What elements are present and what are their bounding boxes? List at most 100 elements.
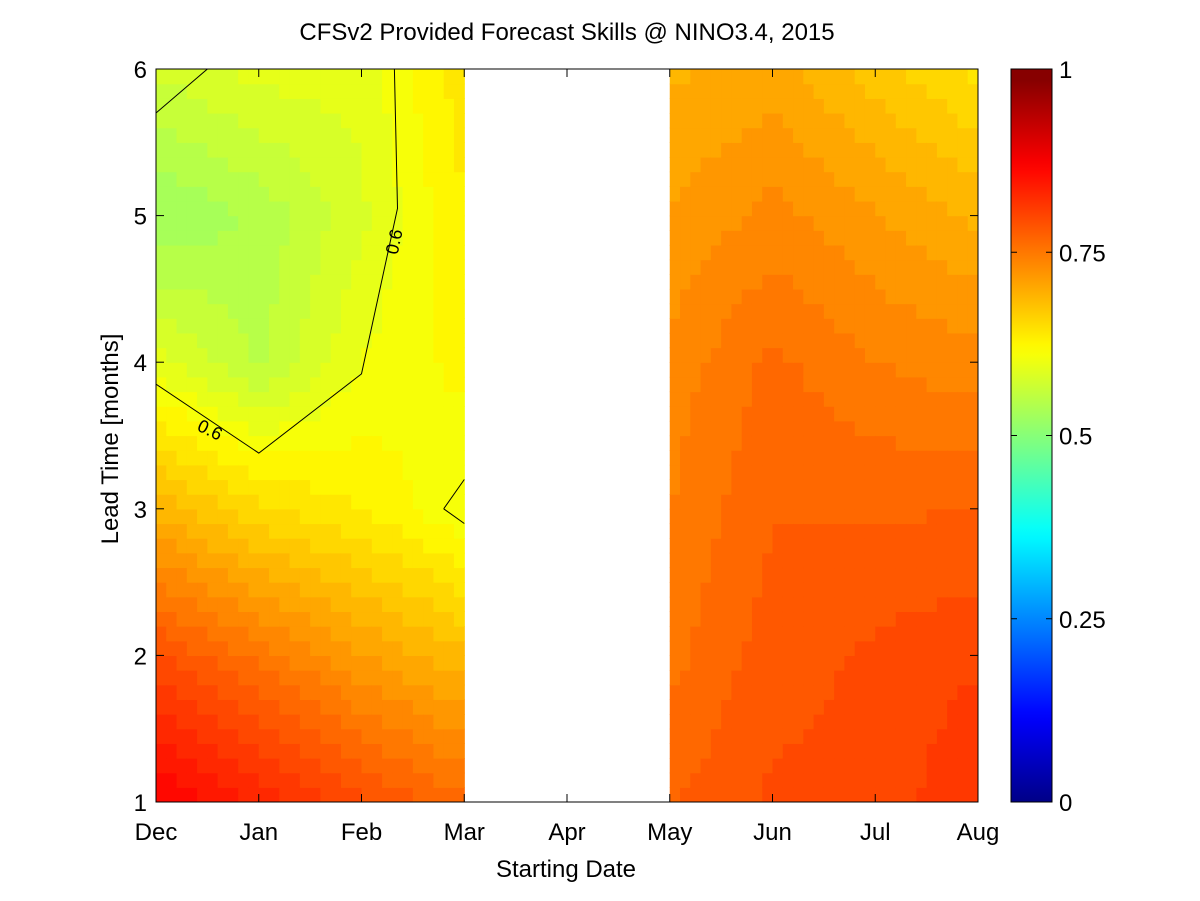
heatmap-cell [813, 508, 825, 525]
heatmap-cell [957, 479, 969, 495]
heatmap-cell [834, 743, 846, 759]
heatmap-cell [320, 684, 332, 700]
heatmap-cell [885, 714, 897, 730]
heatmap-cell [423, 156, 435, 173]
heatmap-cell [700, 391, 712, 407]
heatmap-cell [299, 552, 311, 569]
heatmap-cell [269, 376, 280, 393]
heatmap-cell [207, 626, 219, 642]
heatmap-cell [361, 69, 373, 85]
heatmap-cell [844, 318, 856, 334]
heatmap-cell [166, 171, 178, 187]
heatmap-cell [269, 303, 280, 319]
heatmap-cell [731, 684, 743, 700]
heatmap-cell [166, 772, 178, 788]
heatmap-cell [217, 523, 229, 539]
heatmap-cell [741, 318, 753, 334]
heatmap-cell [864, 640, 876, 656]
heatmap-cell [864, 303, 876, 319]
heatmap-cell [227, 684, 239, 700]
heatmap-cell [721, 362, 733, 378]
heatmap-cell [864, 626, 876, 642]
heatmap-cell [895, 552, 907, 569]
heatmap-cell [751, 98, 763, 114]
heatmap-cell [402, 567, 414, 583]
heatmap-cell [772, 772, 784, 788]
heatmap-cell [412, 494, 424, 510]
heatmap-cell [371, 259, 383, 275]
heatmap-cell [238, 406, 250, 422]
heatmap-cell [731, 69, 743, 85]
heatmap-cell [782, 464, 794, 481]
heatmap-cell [690, 728, 702, 744]
heatmap-cell [762, 699, 774, 715]
heatmap-cell [186, 112, 198, 129]
heatmap-cell [895, 420, 907, 437]
heatmap-cell [947, 699, 959, 715]
heatmap-cell [721, 244, 733, 261]
heatmap-cell [772, 420, 784, 437]
heatmap-cell [947, 494, 959, 510]
heatmap-cell [957, 743, 969, 759]
heatmap-cell [443, 596, 455, 613]
heatmap-cell [433, 420, 445, 437]
heatmap-cell [762, 230, 774, 246]
heatmap-cell [793, 611, 804, 627]
heatmap-cell [423, 640, 435, 656]
heatmap-cell [351, 582, 363, 598]
heatmap-cell [361, 494, 373, 510]
heatmap-cell [207, 596, 219, 613]
heatmap-cell [751, 523, 763, 539]
heatmap-cell [885, 552, 897, 569]
heatmap-cell [238, 420, 250, 437]
heatmap-cell [207, 714, 219, 730]
heatmap-cell [371, 684, 383, 700]
heatmap-cell [186, 523, 198, 539]
heatmap-cell [186, 699, 198, 715]
heatmap-cell [700, 98, 712, 114]
heatmap-cell [741, 303, 753, 319]
heatmap-cell [926, 450, 938, 466]
heatmap-cell [700, 406, 712, 422]
heatmap-cell [762, 743, 774, 759]
heatmap-cell [967, 479, 978, 495]
heatmap-cell [803, 655, 815, 671]
heatmap-cell [721, 611, 733, 627]
heatmap-cell [433, 186, 445, 202]
heatmap-cell [823, 376, 835, 393]
heatmap-cell [340, 728, 352, 744]
heatmap-cell [967, 362, 978, 378]
heatmap-cell [299, 494, 311, 510]
heatmap-cell [207, 332, 219, 349]
heatmap-cell [320, 552, 332, 569]
heatmap-cells [156, 69, 978, 802]
heatmap-cell [197, 406, 208, 422]
heatmap-cell [813, 787, 825, 802]
heatmap-cell [269, 538, 280, 554]
heatmap-cell [680, 112, 691, 129]
heatmap-cell [844, 626, 856, 642]
heatmap-cell [710, 743, 722, 759]
heatmap-cell [782, 772, 794, 788]
heatmap-cell [279, 450, 291, 466]
heatmap-cell [392, 626, 404, 642]
heatmap-cell [320, 142, 332, 158]
heatmap-cell [340, 303, 352, 319]
heatmap-cell [813, 772, 825, 788]
heatmap-cell [176, 200, 188, 217]
heatmap-cell [217, 655, 229, 671]
heatmap-cell [793, 274, 804, 290]
heatmap-cell [731, 772, 743, 788]
heatmap-cell [844, 596, 856, 613]
heatmap-cell [340, 582, 352, 598]
heatmap-cell [269, 230, 280, 246]
heatmap-cell [864, 494, 876, 510]
heatmap-cell [340, 230, 352, 246]
heatmap-cell [741, 376, 753, 393]
heatmap-cell [721, 98, 733, 114]
heatmap-cell [330, 98, 342, 114]
heatmap-cell [751, 479, 763, 495]
heatmap-cell [875, 347, 887, 363]
heatmap-cell [916, 391, 928, 407]
heatmap-cell [443, 156, 455, 173]
